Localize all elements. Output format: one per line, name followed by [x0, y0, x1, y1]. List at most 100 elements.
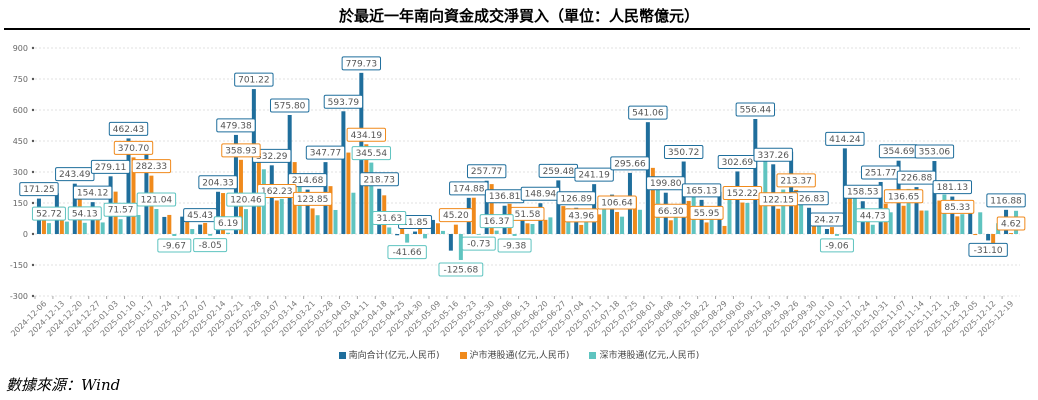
bar: [333, 209, 338, 234]
data-label-box: [113, 140, 154, 155]
bar: [597, 214, 602, 234]
data-label: -8.05: [198, 241, 221, 251]
legend-swatch: [459, 352, 467, 359]
data-label-box: [940, 199, 975, 214]
bar: [978, 212, 983, 234]
data-label: 302.69: [722, 158, 754, 168]
data-label: 71.57: [108, 206, 134, 216]
y-tick-label: -300: [10, 292, 28, 301]
data-label: 251.77: [865, 168, 897, 178]
bar: [704, 222, 709, 234]
bar: [673, 206, 678, 234]
bar-chart: -300-15001503004506007509002024-12-06202…: [9, 44, 1026, 338]
legend-label: 南向合计(亿元,人民币): [348, 351, 440, 361]
bar: [118, 219, 123, 234]
y-tick-mark: [31, 139, 35, 143]
data-label-box: [996, 216, 1026, 231]
data-label: 121.04: [141, 195, 173, 205]
data-label-box: [932, 180, 973, 195]
bar: [95, 214, 100, 234]
bar: [395, 234, 400, 236]
bar: [136, 214, 141, 234]
bar: [932, 161, 937, 234]
legend-item[interactable]: 深市港股通(亿元,人民币): [589, 348, 699, 361]
data-label: 358.93: [225, 146, 257, 156]
data-label-box: [497, 238, 532, 253]
data-label-box: [346, 127, 387, 142]
bar: [512, 234, 517, 236]
data-label: -9.38: [503, 241, 527, 251]
data-label-box: [681, 183, 722, 198]
bar: [924, 210, 929, 234]
bar: [126, 138, 131, 234]
bar: [817, 223, 822, 234]
data-label: 354.69: [883, 147, 915, 157]
data-label: 282.33: [136, 162, 168, 172]
data-label: 414.24: [829, 135, 861, 145]
bar: [448, 234, 453, 251]
bar: [274, 200, 279, 234]
bar: [423, 234, 428, 239]
data-label: 434.19: [351, 131, 383, 141]
data-label: 257.77: [471, 167, 503, 177]
bar: [776, 208, 781, 234]
bar: [781, 189, 786, 234]
bar: [901, 205, 906, 234]
data-label-box: [287, 173, 328, 188]
bar: [870, 224, 875, 234]
data-label: 16.37: [484, 217, 510, 227]
bar: [1009, 233, 1014, 234]
bar: [681, 161, 686, 234]
data-label-box: [193, 238, 228, 253]
data-label: 541.06: [632, 109, 664, 119]
bar: [955, 216, 960, 234]
bar: [834, 234, 839, 236]
bar: [722, 225, 727, 234]
bar: [556, 180, 561, 234]
bar: [418, 227, 423, 234]
data-label: 241.19: [578, 171, 610, 181]
bar: [637, 209, 642, 234]
bar: [543, 219, 548, 234]
y-tick-mark: [31, 263, 35, 267]
data-label: -0.73: [467, 240, 490, 250]
data-label-box: [216, 118, 256, 133]
bar: [310, 208, 315, 234]
legend-label: 深市港股通(亿元,人民币): [599, 351, 700, 361]
bar: [82, 222, 87, 234]
data-label-box: [461, 236, 496, 251]
data-label: 120.46: [230, 196, 262, 206]
data-label-box: [257, 183, 297, 198]
bar: [799, 195, 804, 234]
data-label: -125.68: [443, 265, 478, 275]
bar: [906, 188, 911, 234]
bar: [364, 144, 369, 234]
data-label: 24.27: [814, 215, 840, 225]
legend-item[interactable]: 南向合计(亿元,人民币): [338, 348, 440, 361]
data-label: 162.23: [261, 187, 293, 197]
data-label: 43.96: [568, 211, 594, 221]
data-label-box: [986, 193, 1026, 208]
data-label: 126.89: [560, 194, 592, 204]
data-label-box: [55, 167, 95, 182]
bar: [484, 180, 489, 234]
bar: [279, 198, 284, 234]
data-label-box: [855, 208, 890, 223]
bar: [735, 171, 740, 234]
bar: [297, 186, 302, 234]
data-label: 152.22: [727, 189, 759, 199]
bar: [824, 228, 829, 234]
data-label-box: [449, 181, 489, 196]
legend-item[interactable]: 沪市港股通(亿元,人民币): [459, 348, 569, 361]
data-label-box: [825, 131, 865, 146]
bar: [471, 197, 476, 234]
data-label: 779.73: [346, 59, 378, 69]
data-label-box: [103, 202, 138, 217]
data-label: 226.88: [901, 174, 933, 184]
y-tick-label: 900: [13, 44, 28, 53]
bar: [221, 193, 226, 234]
data-label: 44.73: [860, 211, 886, 221]
data-label: 45.43: [187, 211, 213, 221]
data-label-box: [564, 208, 599, 223]
bar: [525, 223, 530, 234]
